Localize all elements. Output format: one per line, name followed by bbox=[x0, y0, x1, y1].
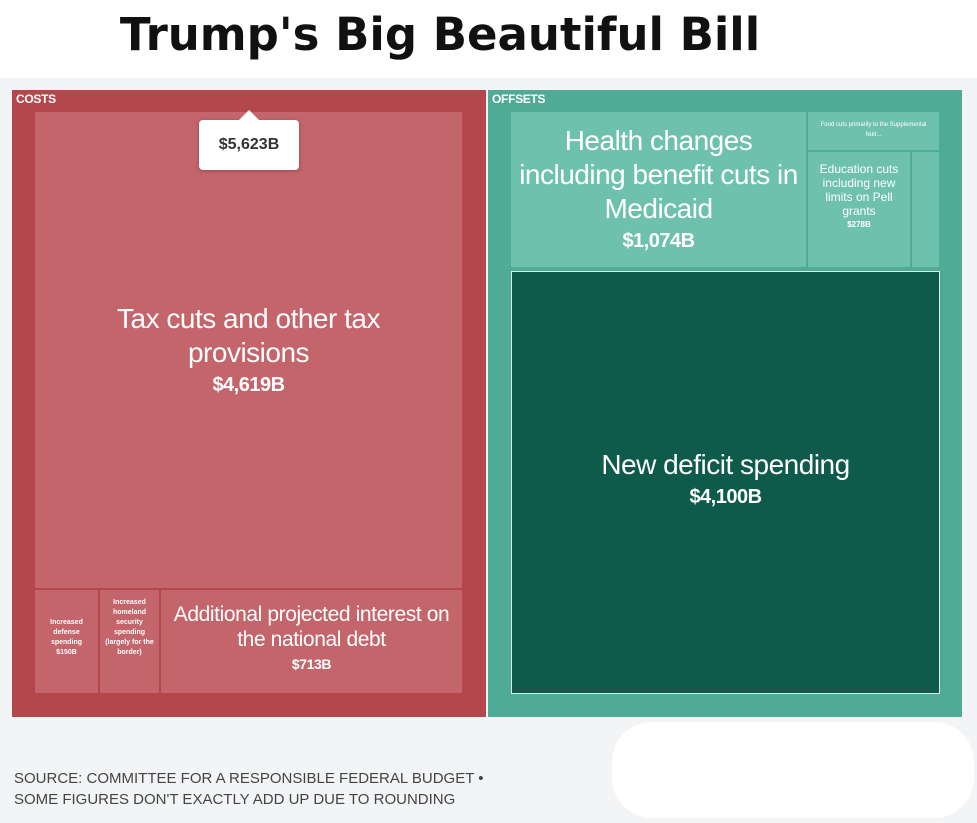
tile-defense-value: $150B bbox=[56, 649, 77, 656]
tile-new-deficit[interactable]: New deficit spending $4,100B bbox=[511, 271, 940, 694]
footnote-line-2: SOME FIGURES DON'T EXACTLY ADD UP DUE TO… bbox=[14, 791, 456, 808]
tile-education-value: $278B bbox=[847, 220, 871, 229]
footnote-line-1: SOURCE: COMMITTEE FOR A RESPONSIBLE FEDE… bbox=[14, 770, 484, 787]
source-footnote: SOURCE: COMMITTEE FOR A RESPONSIBLE FEDE… bbox=[14, 768, 484, 810]
tile-homeland-security-name: Increased homeland security spending (la… bbox=[105, 599, 154, 656]
tile-defense[interactable]: Increased defense spending $150B bbox=[35, 590, 98, 693]
tile-interest-name: Additional projected interest on the nat… bbox=[173, 603, 450, 651]
tile-tax-cuts[interactable]: Tax cuts and other tax provisions $4,619… bbox=[35, 112, 462, 588]
tile-food-name: Food cuts primarily to the Supplemental … bbox=[820, 122, 927, 138]
tile-education-name: Education cuts including new limits on P… bbox=[819, 162, 899, 218]
costs-total-tooltip: $5,623B bbox=[199, 110, 299, 170]
tile-defense-name: Increased defense spending bbox=[50, 619, 83, 646]
tile-health-value: $1,074B bbox=[622, 230, 695, 252]
tile-tax-cuts-name: Tax cuts and other tax provisions bbox=[117, 303, 380, 368]
tile-food[interactable]: Food cuts primarily to the Supplemental … bbox=[808, 112, 939, 150]
tile-new-deficit-name: New deficit spending bbox=[601, 449, 850, 480]
chart-title: Trump's Big Beautiful Bill bbox=[119, 8, 761, 61]
blank-patch bbox=[612, 722, 974, 818]
offsets-group-label: OFFSETS bbox=[492, 92, 546, 106]
tile-offsets-small[interactable] bbox=[912, 152, 939, 267]
tile-education[interactable]: Education cuts including new limits on P… bbox=[808, 152, 910, 267]
tile-health-name: Health changes including benefit cuts in… bbox=[519, 125, 798, 224]
tile-interest-value: $713B bbox=[291, 656, 332, 672]
tile-health[interactable]: Health changes including benefit cuts in… bbox=[511, 112, 806, 267]
costs-group-label: COSTS bbox=[16, 92, 56, 106]
tile-homeland-security[interactable]: Increased homeland security spending (la… bbox=[100, 590, 159, 693]
tile-interest[interactable]: Additional projected interest on the nat… bbox=[161, 590, 462, 693]
tile-new-deficit-value: $4,100B bbox=[689, 486, 762, 508]
tile-tax-cuts-value: $4,619B bbox=[212, 374, 285, 396]
